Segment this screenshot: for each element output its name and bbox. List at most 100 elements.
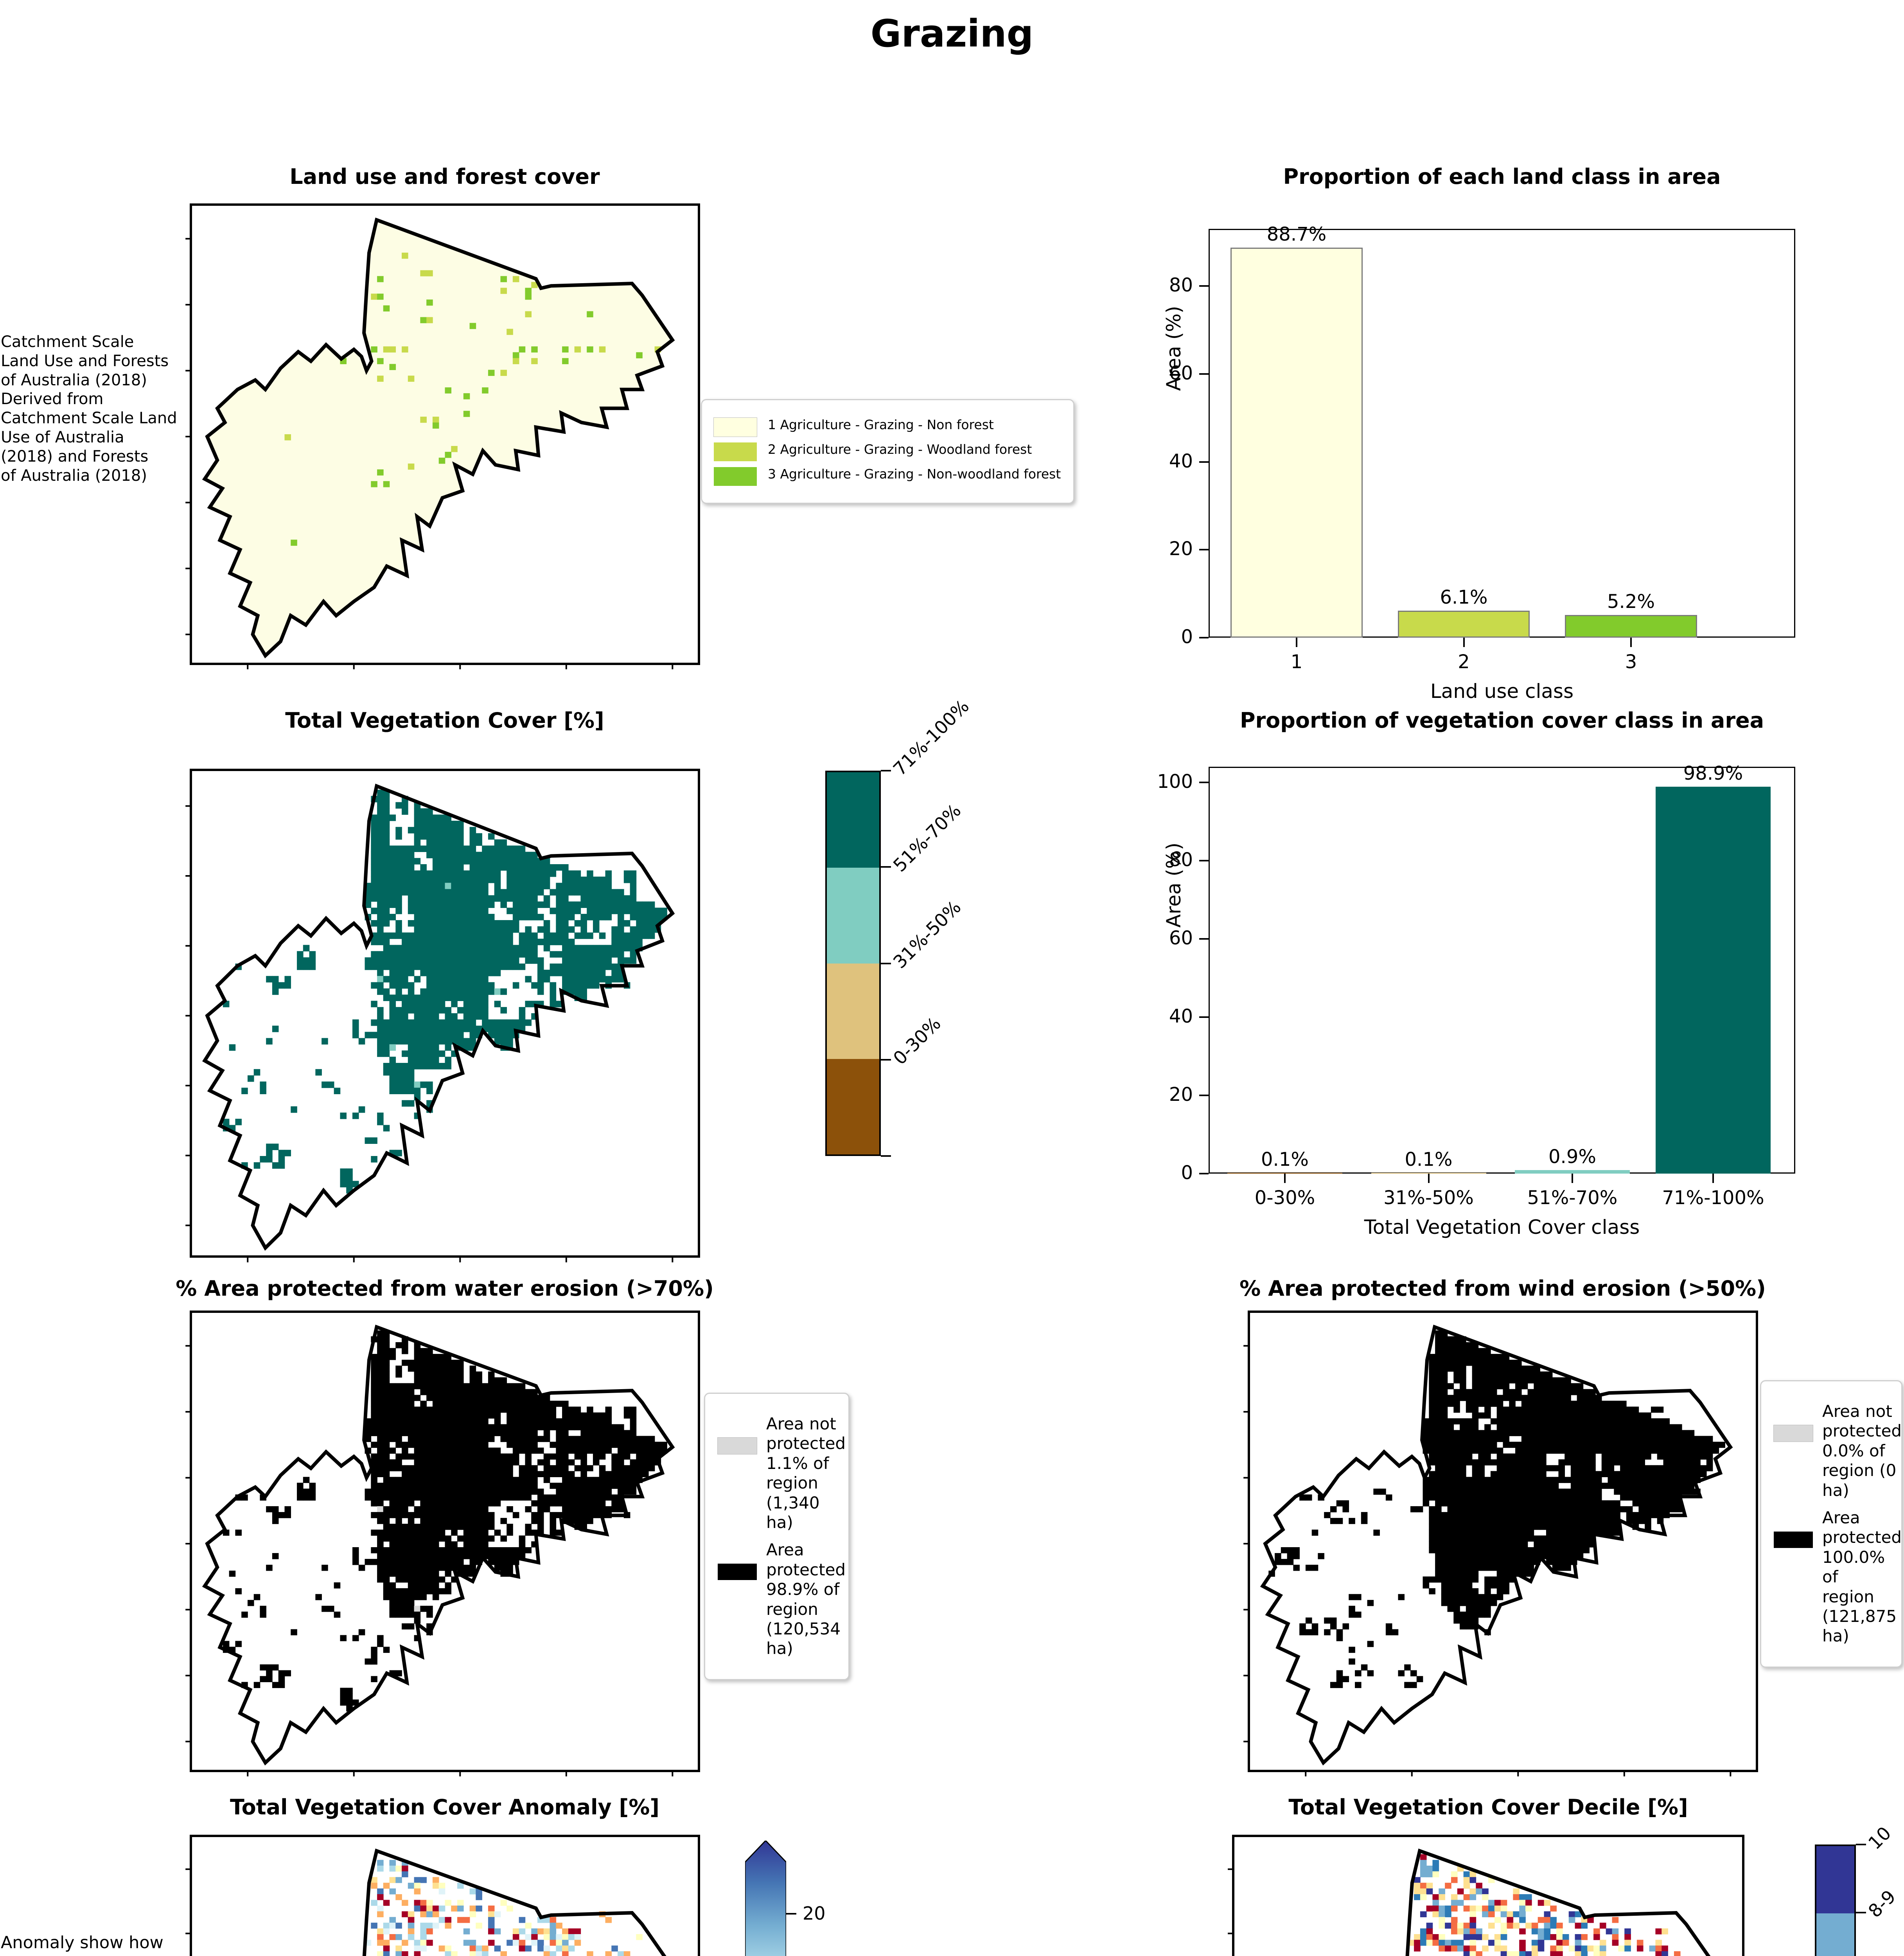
- decile-colorbar-tick: [1856, 1911, 1866, 1913]
- veg-class-chart-bar-value-label: 0.9%: [1548, 1146, 1596, 1168]
- veg-class-chart-ytick-label: 80: [1169, 849, 1193, 871]
- decile-colorbar-tick-label: 4-7: [1864, 1954, 1900, 1956]
- veg-class-chart-ytick-label: 60: [1169, 927, 1193, 949]
- veg-cover-map: [190, 769, 700, 1258]
- land-class-chart-xtick-label: 3: [1625, 651, 1637, 673]
- veg-cover-colorbar-segment: [827, 772, 879, 868]
- veg-class-chart-bar-value-label: 0.1%: [1405, 1149, 1453, 1170]
- landuse-legend: 1 Agriculture - Grazing - Non forest 2 Ag…: [701, 399, 1074, 504]
- veg-cover-map-title: Total Vegetation Cover [%]: [285, 708, 604, 733]
- land-class-chart-bar-value-label: 6.1%: [1440, 586, 1488, 609]
- water-erosion-legend-item: Area protected 98.9% of region (120,534 …: [718, 1540, 846, 1658]
- veg-class-chart-ytick-mark: [1199, 1173, 1209, 1174]
- land-class-chart-ytick-label: 20: [1169, 538, 1193, 560]
- land-class-chart-y-axis-label: Area (%): [1162, 306, 1185, 391]
- landuse-annotation: Catchment Scale Land Use and Forests of …: [1, 333, 177, 485]
- veg-class-chart-xtick-mark: [1712, 1174, 1714, 1183]
- anomaly-colorbar-bar: [744, 1839, 787, 1956]
- decile-colorbar-tick-label: 10: [1864, 1822, 1895, 1854]
- wind-erosion-legend: Area not protected 0.0% of region (0 ha)…: [1760, 1380, 1902, 1668]
- anomaly-annotation: Anomaly show how many percetage points e…: [1, 1933, 163, 1956]
- wind-erosion-legend-swatch: [1774, 1531, 1813, 1548]
- water-erosion-legend-item: Area not protected 1.1% of region (1,340…: [717, 1414, 846, 1532]
- land-class-chart-xtick-mark: [1630, 638, 1632, 647]
- land-class-chart-xtick-mark: [1463, 638, 1465, 647]
- page-title: Grazing: [870, 12, 1034, 56]
- veg-class-chart-ytick-mark: [1199, 938, 1209, 940]
- veg-cover-colorbar-bar: [825, 771, 881, 1156]
- veg-cover-colorbar-tick-label: 0-30%: [889, 1012, 945, 1069]
- veg-class-chart-xtick-label: 0-30%: [1254, 1187, 1315, 1209]
- water-erosion-legend-label: Area not protected 1.1% of region (1,340…: [766, 1414, 846, 1532]
- water-erosion-legend-label: Area protected 98.9% of region (120,534 …: [766, 1540, 846, 1658]
- land-class-chart-ytick-mark: [1199, 373, 1209, 375]
- wind-erosion-legend-item: Area not protected 0.0% of region (0 ha): [1773, 1402, 1902, 1500]
- land-class-chart-x-axis-label: Land use class: [1430, 680, 1574, 703]
- land-class-chart-ytick-mark: [1199, 637, 1209, 638]
- veg-class-chart-ytick-label: 40: [1169, 1005, 1193, 1027]
- veg-class-chart-y-axis-label: Area (%): [1162, 842, 1185, 928]
- veg-class-chart-bar: [1371, 1173, 1486, 1174]
- land-class-chart-bar: [1565, 615, 1697, 638]
- wind-erosion-map: [1248, 1311, 1758, 1772]
- veg-class-chart-xtick-mark: [1572, 1174, 1573, 1183]
- wind-erosion-map-title: % Area protected from wind erosion (>50%…: [1239, 1276, 1766, 1301]
- wind-erosion-legend-label: Area not protected 0.0% of region (0 ha): [1822, 1402, 1902, 1500]
- veg-class-chart-bar: [1656, 787, 1771, 1174]
- map-canvas: [1234, 1837, 1742, 1956]
- land-class-chart-bar: [1397, 611, 1530, 638]
- veg-class-chart-bar: [1227, 1173, 1342, 1174]
- veg-class-chart-ytick-label: 0: [1181, 1162, 1193, 1184]
- landuse-legend-item: 1 Agriculture - Grazing - Non forest: [713, 417, 1062, 437]
- veg-cover-colorbar-tick-label: 71%-100%: [889, 695, 974, 780]
- landuse-map: [190, 203, 700, 665]
- map-canvas: [192, 771, 698, 1255]
- anomaly-colorbar-tick: [786, 1913, 796, 1915]
- map-canvas: [192, 1313, 698, 1770]
- water-erosion-map: [190, 1311, 700, 1772]
- veg-cover-colorbar-tick: [881, 770, 891, 771]
- veg-class-chart-x-axis-label: Total Vegetation Cover class: [1364, 1216, 1640, 1239]
- veg-cover-colorbar-tick: [881, 1155, 891, 1157]
- map-canvas: [192, 206, 698, 663]
- map-canvas: [192, 1837, 698, 1956]
- anomaly-map: [190, 1835, 700, 1956]
- veg-class-chart-xtick-label: 51%-70%: [1527, 1187, 1618, 1209]
- landuse-legend-item: 2 Agriculture - Grazing - Woodland fores…: [714, 442, 1062, 461]
- wind-erosion-legend-label: Area protected 100.0% of region (121,875…: [1822, 1508, 1902, 1646]
- veg-class-chart-ytick-mark: [1199, 1016, 1209, 1018]
- landuse-legend-swatch: [713, 417, 757, 437]
- land-class-chart-ytick-label: 80: [1169, 274, 1193, 297]
- landuse-legend-label: 2 Agriculture - Grazing - Woodland fores…: [768, 442, 1032, 457]
- veg-cover-colorbar-segment: [827, 868, 879, 964]
- veg-class-chart-ytick-mark: [1199, 860, 1209, 861]
- anomaly-colorbar-gradient: [744, 1839, 787, 1956]
- veg-class-chart-xtick-label: 31%-50%: [1383, 1187, 1474, 1209]
- land-class-chart-ytick-mark: [1199, 549, 1209, 551]
- land-class-chart-bar-value-label: 5.2%: [1607, 590, 1655, 613]
- land-class-chart-bar: [1230, 248, 1363, 638]
- land-class-chart-xtick-mark: [1296, 638, 1297, 647]
- veg-class-chart-xtick-mark: [1428, 1174, 1430, 1183]
- wind-erosion-legend-item: Area protected 100.0% of region (121,875…: [1774, 1508, 1902, 1646]
- land-class-chart-xtick-label: 2: [1458, 651, 1470, 673]
- decile-colorbar-tick-label: 8-9: [1864, 1886, 1900, 1922]
- water-erosion-legend-swatch: [717, 1437, 757, 1454]
- decile-colorbar-segment: [1816, 1913, 1854, 1956]
- veg-cover-colorbar-tick-label: 51%-70%: [889, 800, 965, 876]
- anomaly-map-title: Total Vegetation Cover Anomaly [%]: [230, 1795, 659, 1819]
- veg-class-chart-ytick-label: 100: [1157, 771, 1193, 793]
- decile-colorbar-bar: [1815, 1845, 1856, 1956]
- veg-cover-colorbar-tick: [881, 962, 891, 964]
- veg-cover-colorbar-tick: [881, 1059, 891, 1061]
- landuse-map-title: Land use and forest cover: [289, 164, 600, 189]
- veg-cover-colorbar-tick: [881, 866, 891, 868]
- veg-class-chart-ytick-label: 20: [1169, 1084, 1193, 1106]
- water-erosion-legend-swatch: [718, 1564, 757, 1580]
- land-class-chart-title: Proportion of each land class in area: [1283, 164, 1721, 189]
- land-class-chart-ytick-label: 40: [1169, 450, 1193, 472]
- decile-colorbar-tick: [1856, 1844, 1866, 1845]
- land-class-chart-bar-value-label: 88.7%: [1266, 223, 1327, 246]
- veg-cover-colorbar-segment: [827, 1059, 879, 1154]
